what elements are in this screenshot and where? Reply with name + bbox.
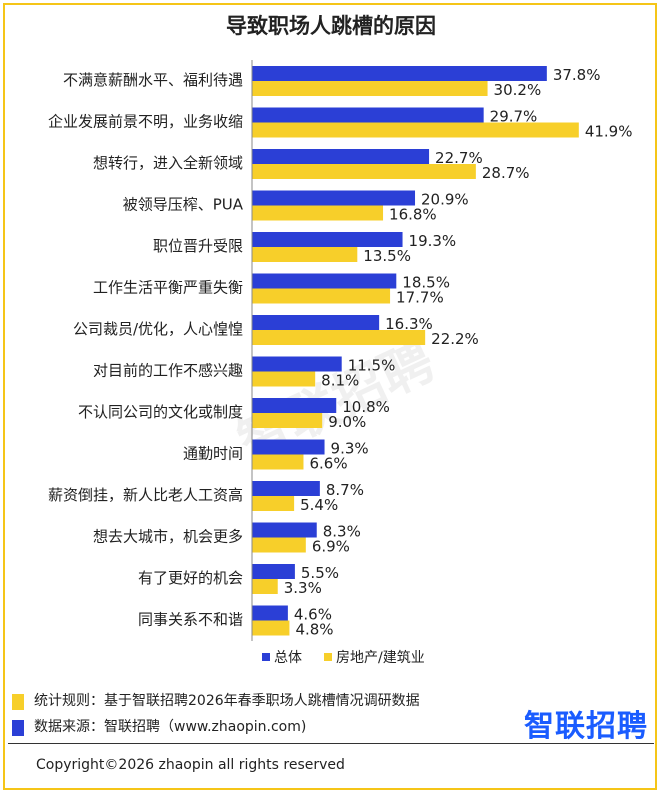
data-label: 13.5% — [363, 247, 411, 265]
data-label: 8.7% — [326, 481, 364, 499]
data-label: 8.1% — [321, 372, 359, 390]
data-label: 29.7% — [490, 108, 538, 126]
bar-overall — [252, 66, 547, 81]
yellow-square-icon — [12, 694, 24, 710]
bar-overall — [252, 522, 317, 538]
legend-swatch-realestate — [324, 653, 332, 661]
data-label: 6.6% — [309, 455, 347, 473]
bar-overall — [252, 107, 484, 123]
stat-rule-text: 统计规则：基于智联招聘2026年春季职场人跳槽情况调研数据 — [34, 693, 420, 709]
data-label: 5.4% — [300, 496, 338, 514]
data-label: 10.8% — [342, 398, 390, 416]
bar-overall — [252, 564, 295, 579]
data-label: 4.8% — [295, 621, 333, 639]
bar-overall — [252, 398, 337, 413]
bar-realestate — [252, 288, 391, 304]
data-label: 9.3% — [331, 440, 369, 458]
data-label: 11.5% — [348, 357, 396, 375]
bar-overall — [252, 149, 430, 164]
data-label: 6.9% — [312, 538, 350, 556]
data-label: 18.5% — [402, 274, 450, 292]
bar-realestate — [252, 413, 323, 428]
chart-title: 导致职场人跳槽的原因 — [226, 14, 436, 38]
legend-label: 总体 — [274, 650, 302, 666]
legend-swatch-overall — [262, 653, 270, 661]
bar-realestate — [252, 247, 358, 262]
bar-overall — [252, 481, 320, 496]
bar-realestate — [252, 205, 384, 221]
bar-realestate — [252, 330, 426, 345]
data-label: 22.2% — [431, 330, 479, 348]
data-label: 28.7% — [482, 164, 530, 182]
data-label: 3.3% — [284, 579, 322, 597]
data-label: 9.0% — [328, 413, 366, 431]
category-label: 想转行，进入全新领域 — [93, 154, 243, 172]
data-label: 4.6% — [294, 606, 332, 624]
category-label: 企业发展前景不明，业务收缩 — [48, 113, 243, 131]
data-label: 20.9% — [421, 191, 469, 209]
data-label: 41.9% — [585, 123, 633, 141]
bar-overall — [252, 273, 397, 289]
data-label: 16.8% — [389, 206, 437, 224]
bar-overall — [252, 439, 325, 455]
category-label: 不满意薪酬水平、福利待遇 — [63, 71, 243, 89]
bar-overall — [252, 605, 288, 621]
category-label: 职位晋升受限 — [153, 237, 243, 255]
category-label: 想去大城市，机会更多 — [93, 528, 243, 546]
bar-overall — [252, 232, 403, 247]
bar-realestate — [252, 579, 278, 594]
data-label: 19.3% — [409, 232, 457, 250]
bar-realestate — [252, 537, 306, 553]
data-label: 30.2% — [494, 81, 542, 99]
bar-realestate — [252, 371, 316, 387]
footer-divider — [8, 743, 654, 744]
data-label: 5.5% — [301, 564, 339, 582]
category-label: 薪资倒挂，新人比老人工资高 — [48, 486, 243, 504]
bar-realestate — [252, 496, 295, 511]
data-label: 22.7% — [435, 149, 483, 167]
category-label: 不认同公司的文化或制度 — [78, 403, 243, 421]
data-label: 37.8% — [553, 66, 601, 84]
data-label: 8.3% — [323, 523, 361, 541]
bar-realestate — [252, 81, 488, 96]
blue-square-icon — [12, 720, 24, 736]
bar-realestate — [252, 454, 304, 470]
bar-realestate — [252, 122, 579, 138]
category-label: 对目前的工作不感兴趣 — [93, 362, 243, 380]
category-label: 同事关系不和谐 — [138, 611, 243, 629]
category-label: 被领导压榨、PUA — [123, 196, 244, 214]
legend-label: 房地产/建筑业 — [336, 650, 425, 666]
zhaopin-logo: 智联招聘 — [524, 709, 648, 744]
data-label: 17.7% — [396, 289, 444, 307]
bar-overall — [252, 190, 416, 206]
data-source-text: 数据来源：智联招聘（www.zhaopin.com) — [34, 719, 307, 735]
category-label: 工作生活平衡严重失衡 — [93, 279, 243, 297]
copyright-text: Copyright©2026 zhaopin all rights reserv… — [36, 757, 345, 773]
category-label: 有了更好的机会 — [138, 569, 243, 587]
category-label: 通勤时间 — [183, 445, 243, 463]
bar-overall — [252, 356, 342, 372]
bar-realestate — [252, 164, 476, 179]
bar-chart: 不满意薪酬水平、福利待遇 37.8% 30.2% 企业发展前景不明，业务收缩 29.7%… — [48, 60, 633, 666]
bar-overall — [252, 315, 380, 330]
bar-realestate — [252, 620, 290, 636]
data-label: 16.3% — [385, 315, 433, 333]
category-label: 公司裁员/优化，人心惶惶 — [73, 320, 243, 338]
